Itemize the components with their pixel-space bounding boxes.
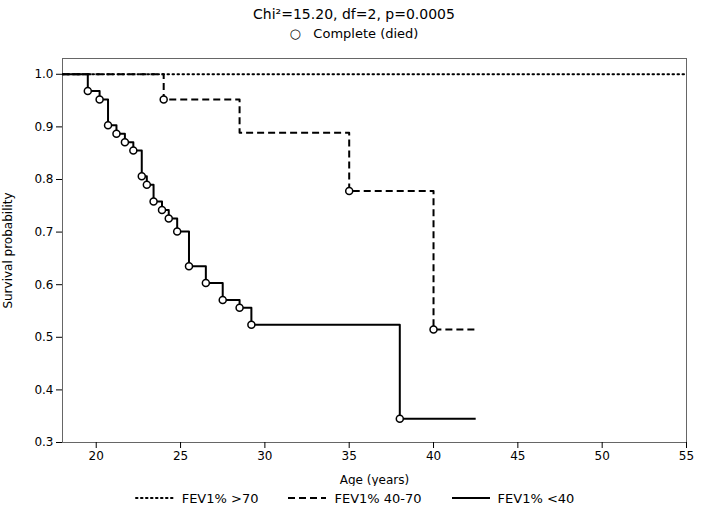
svg-text:30: 30 (257, 449, 272, 463)
svg-text:50: 50 (595, 449, 610, 463)
svg-text:35: 35 (342, 449, 357, 463)
svg-text:0.6: 0.6 (34, 278, 53, 292)
html-text:FEV1% 40-70: FEV1% 40-70 (334, 490, 422, 506)
svg-text:40: 40 (426, 449, 441, 463)
svg-text:45: 45 (510, 449, 525, 463)
svg-text:25: 25 (173, 449, 188, 463)
svg-text:Survival probability: Survival probability (1, 192, 15, 308)
html-text:FEV1% >70: FEV1% >70 (181, 490, 259, 506)
svg-text:0.3: 0.3 (34, 435, 53, 449)
svg-text:1.0: 1.0 (34, 67, 53, 81)
svg-text:0.4: 0.4 (34, 383, 53, 397)
svg-text:55: 55 (679, 449, 694, 463)
svg-text:0.7: 0.7 (34, 225, 53, 239)
html-text:Chi²=15.20, df=2, p=0.0005: Chi²=15.20, df=2, p=0.0005 (253, 6, 455, 22)
svg-text:0.9: 0.9 (34, 120, 53, 134)
html-text:○ Complete (died): ○ Complete (died) (289, 26, 419, 41)
svg-text:20: 20 (89, 449, 104, 463)
svg-text:Age (years): Age (years) (340, 473, 409, 487)
svg-text:0.8: 0.8 (34, 172, 53, 186)
svg-text:0.5: 0.5 (34, 330, 53, 344)
html-text:FEV1% <40: FEV1% <40 (497, 490, 575, 506)
